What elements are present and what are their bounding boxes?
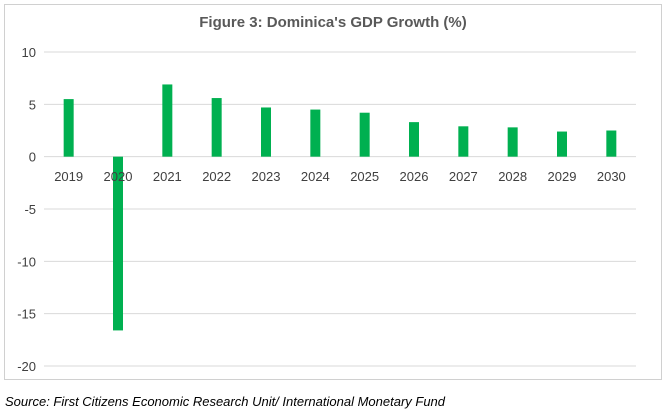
bar-2028	[507, 127, 518, 157]
x-tick-label: 2021	[153, 169, 182, 184]
y-tick-label: 0	[29, 150, 36, 165]
x-tick-label: 2019	[54, 169, 83, 184]
bar-2026	[409, 122, 419, 157]
bar-2022	[211, 98, 222, 157]
chart-title: Figure 3: Dominica's GDP Growth (%)	[199, 14, 467, 31]
x-axis-ticks: 2019 2020 2021 2022 2023 2024 2025 2026 2027 2028…	[54, 169, 626, 184]
x-tick-label: 2024	[301, 169, 330, 184]
bars	[63, 84, 617, 331]
y-tick-label: -5	[24, 202, 36, 217]
y-tick-label: -20	[17, 359, 36, 374]
bar-2020	[113, 156, 123, 331]
source-note: Source: First Citizens Economic Research…	[5, 394, 446, 409]
y-tick-label: -15	[17, 307, 36, 322]
x-tick-label: 2025	[350, 169, 379, 184]
bar-2021	[162, 84, 173, 157]
x-tick-label: 2022	[202, 169, 231, 184]
y-tick-label: 5	[29, 97, 36, 112]
bar-2029	[557, 131, 567, 157]
x-tick-label: 2020	[104, 169, 133, 184]
gridlines	[44, 51, 636, 367]
x-tick-label: 2030	[597, 169, 626, 184]
x-tick-label: 2026	[400, 169, 429, 184]
y-axis-ticks: 10 5 0 -5 -10 -15 -20	[17, 45, 36, 374]
y-tick-label: 10	[22, 45, 36, 60]
x-tick-label: 2028	[498, 169, 527, 184]
bar-2023	[261, 107, 271, 157]
y-tick-label: -10	[17, 254, 36, 269]
x-tick-label: 2029	[548, 169, 577, 184]
bar-2027	[458, 126, 469, 157]
bar-2024	[310, 109, 321, 157]
bar-2030	[606, 130, 617, 157]
x-tick-label: 2023	[252, 169, 281, 184]
bar-2019	[63, 99, 74, 157]
x-tick-label: 2027	[449, 169, 478, 184]
bar-2025	[359, 112, 370, 157]
